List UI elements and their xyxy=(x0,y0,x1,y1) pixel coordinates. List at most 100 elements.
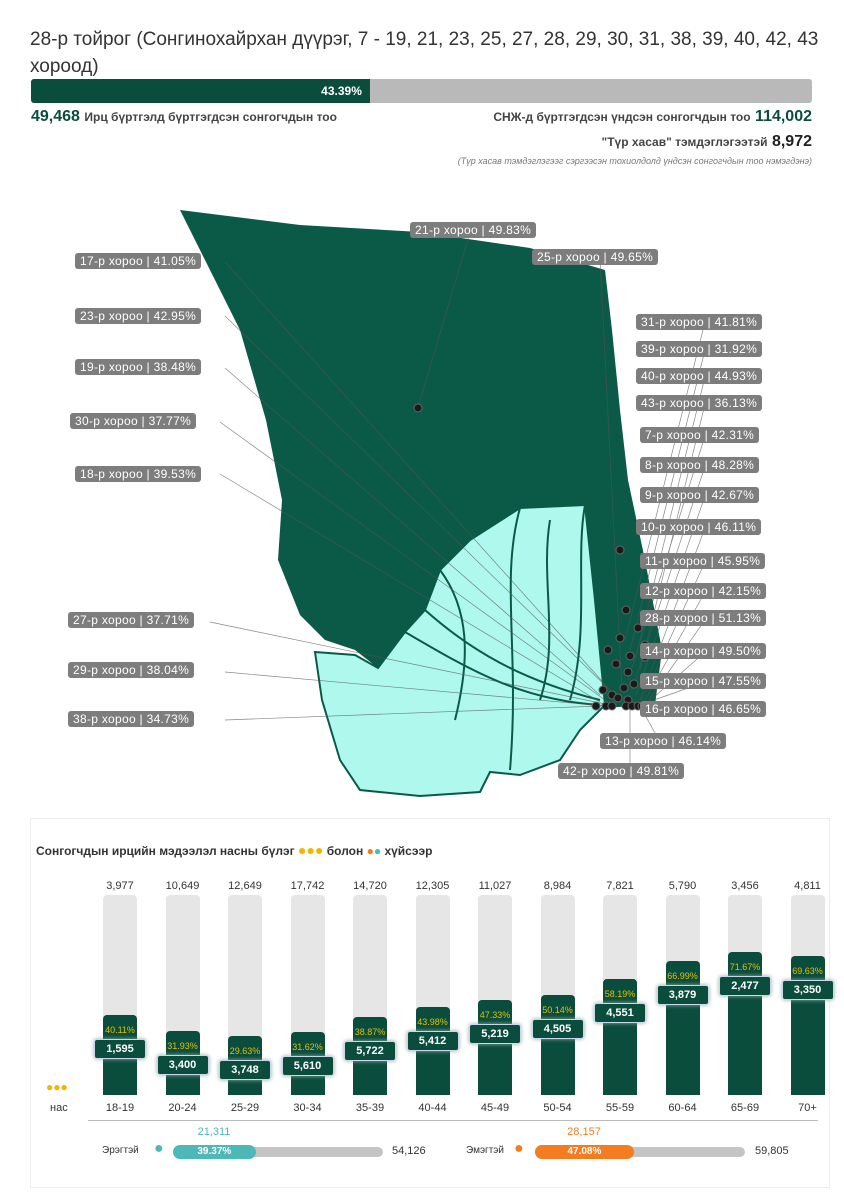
map-label: 17-р хороо | 41.05% xyxy=(75,253,202,269)
map-label: 9-р хороо | 42.67% xyxy=(640,487,760,503)
percent-label: 40.11% xyxy=(105,1024,135,1035)
percent-label: 71.67% xyxy=(729,961,761,972)
registered-total-label: 3,977 xyxy=(106,880,134,892)
family-icon: ●●● xyxy=(298,842,324,858)
map-label: 7-р хороо | 42.31% xyxy=(640,427,760,443)
map-label: 42-р хороо | 49.81% xyxy=(558,763,685,779)
attended-value-label: 3,350 xyxy=(781,979,834,1000)
x-axis-line xyxy=(88,1120,818,1121)
percent-label: 38.87% xyxy=(354,1027,386,1038)
attended-label: Ирц бүртгэлд бүртгэгдсэн сонгогчдын тоо xyxy=(84,110,337,124)
age-category-label: 60-64 xyxy=(668,1102,697,1114)
map-label: 21-р хороо | 49.83% xyxy=(410,222,537,238)
map-marker xyxy=(625,651,635,661)
male-label: Эрэгтэй xyxy=(102,1145,139,1156)
gender-icon: ●● xyxy=(366,844,382,858)
map-region-dark xyxy=(180,210,662,708)
temp-removed-label: "Түр хасав" тэмдэглэгээтэй xyxy=(601,135,768,149)
map-marker xyxy=(613,693,623,703)
map-marker xyxy=(633,623,643,633)
map-marker xyxy=(623,667,633,677)
district-map xyxy=(180,210,706,798)
attended-value-label: 5,412 xyxy=(406,1031,459,1052)
map-marker xyxy=(621,605,631,615)
bar-fill xyxy=(665,961,700,1095)
turnout-progress-bar: 43.39% xyxy=(31,79,812,103)
attended-value-label: 3,748 xyxy=(219,1059,271,1080)
chart-title: Сонгогчдын ирцийн мэдээлэл насны бүлэг ●… xyxy=(36,842,432,858)
percent-label: 43.98% xyxy=(417,1017,448,1028)
age-category-label: 40-44 xyxy=(418,1102,447,1114)
map-label: 28-р хороо | 51.13% xyxy=(640,610,767,626)
bar-fill xyxy=(540,994,575,1095)
attended-value-label: 5,722 xyxy=(344,1041,396,1062)
percent-label: 58.19% xyxy=(604,988,636,999)
registered-total-label: 8,984 xyxy=(543,880,572,892)
female-bar xyxy=(535,1147,745,1157)
bar-background xyxy=(478,895,512,1095)
age-category-label: 45-49 xyxy=(480,1102,510,1114)
map-label: 10-р хороо | 46.11% xyxy=(636,519,762,535)
percent-label: 66.99% xyxy=(667,971,698,982)
map-marker xyxy=(413,403,423,413)
map-marker xyxy=(629,679,639,689)
age-category-label: 18-19 xyxy=(105,1102,135,1114)
map-label: 19-р хороо | 38.48% xyxy=(75,359,202,375)
map-label: 43-р хороо | 36.13% xyxy=(636,395,763,411)
map-label: 14-р хороо | 49.50% xyxy=(640,643,767,659)
bar-background xyxy=(103,895,137,1095)
bar-background xyxy=(540,895,575,1095)
map-label: 27-р хороо | 37.71% xyxy=(68,612,195,628)
map-label: 15-р хороо | 47.55% xyxy=(640,673,767,689)
age-chart-panel xyxy=(30,818,830,1188)
age-category-label: 55-59 xyxy=(605,1102,635,1114)
temp-removed-count: 8,972 xyxy=(771,133,812,150)
attended-value-label: 2,477 xyxy=(719,975,771,996)
attended-value-label: 4,551 xyxy=(594,1002,646,1023)
age-category-label: 30-34 xyxy=(293,1102,322,1114)
attended-value-label: 3,400 xyxy=(156,1055,209,1076)
map-label: 8-р хороо | 48.28% xyxy=(640,457,760,473)
temp-removed-summary: "Түр хасав" тэмдэглэгээтэй 8,972 xyxy=(602,133,813,151)
map-marker xyxy=(615,545,625,555)
turnout-progress-fill: 43.39% xyxy=(31,79,370,103)
bar-fill xyxy=(478,1000,512,1095)
age-category-label: 20-24 xyxy=(168,1102,197,1114)
bar-background xyxy=(353,895,387,1095)
age-axis-label: нас xyxy=(50,1102,68,1114)
bar-background xyxy=(603,895,637,1095)
map-marker xyxy=(591,701,601,711)
female-total: 59,805 xyxy=(755,1145,789,1157)
registered-total-label: 7,821 xyxy=(606,880,634,892)
percent-label: 69.63% xyxy=(792,965,823,976)
bar-fill xyxy=(728,951,762,1095)
registered-total-label: 3,456 xyxy=(731,880,759,892)
attended-summary: 49,468 Ирц бүртгэлд бүртгэгдсэн сонгогчд… xyxy=(31,108,337,126)
map-label: 31-р хороо | 41.81% xyxy=(636,314,763,330)
registered-total-label: 14,720 xyxy=(353,880,387,892)
attended-value-label: 5,219 xyxy=(469,1024,521,1045)
map-label: 23-р хороо | 42.95% xyxy=(75,308,202,324)
attended-value-label: 1,595 xyxy=(94,1038,146,1059)
bar-fill xyxy=(790,955,825,1095)
map-label: 25-р хороо | 49.65% xyxy=(532,249,659,265)
female-label: Эмэгтэй xyxy=(466,1145,504,1156)
registered-count: 114,002 xyxy=(755,108,812,125)
chart-title-gender: хүйсээр xyxy=(384,844,433,858)
map-label: 12-р хороо | 42.15% xyxy=(640,583,767,599)
male-total: 54,126 xyxy=(392,1145,426,1157)
percent-label: 47.33% xyxy=(479,1010,511,1021)
registered-label: СНЖ-д бүртгэгдсэн үндсэн сонгогчдын тоо xyxy=(493,110,751,124)
percent-label: 31.62% xyxy=(292,1041,323,1052)
male-bar xyxy=(173,1147,383,1157)
map-marker xyxy=(615,633,625,643)
age-category-label: 65-69 xyxy=(730,1102,760,1114)
map-label: 11-р хороо | 45.95% xyxy=(640,553,766,569)
map-label: 30-р хороо | 37.77% xyxy=(70,413,197,429)
attended-value-label: 5,610 xyxy=(281,1055,334,1076)
map-label: 38-р хороо | 34.73% xyxy=(68,711,195,727)
bar-background xyxy=(415,895,450,1095)
attended-value-label: 3,879 xyxy=(656,985,709,1006)
page-title: 28-р тойрог (Сонгинохайрхан дүүрэг, 7 - … xyxy=(30,29,819,77)
chart-title-text: Сонгогчдын ирцийн мэдээлэл насны бүлэг xyxy=(36,844,295,858)
